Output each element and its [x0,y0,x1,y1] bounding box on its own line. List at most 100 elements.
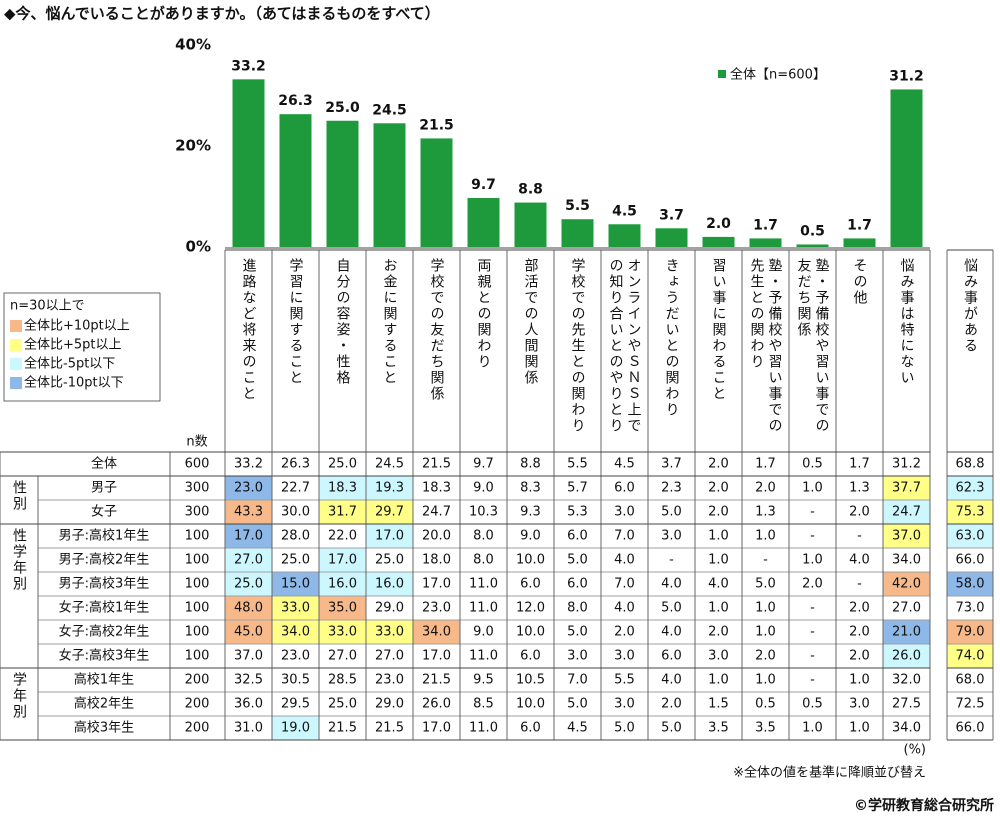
value-label: 1.7 [753,217,778,233]
cell: 1.0 [802,553,823,568]
row-label: 高校3年生 [74,720,134,736]
cell-highlight [947,620,993,644]
cell: 25.0 [375,553,404,568]
value-label: 24.5 [372,102,407,118]
cell-highlight [883,644,930,668]
cell: 26.0 [892,649,921,664]
group-label: 性別 [11,480,27,512]
cell: 43.3 [234,505,263,520]
cell: 29.7 [375,505,404,520]
cell: 1.0 [755,625,776,640]
cell: 74.0 [956,649,985,664]
cell-highlight [225,596,272,620]
cell: 17.0 [422,577,451,592]
cell-highlight [319,572,366,596]
value-label: 21.5 [419,117,454,133]
column-header-cell: 悩み事がある [947,258,993,448]
cell-highlight [883,620,930,644]
cell: 6.0 [567,577,588,592]
cell: 62.3 [956,481,985,496]
cell: 3.0 [614,697,635,712]
cell: 0.5 [802,697,823,712]
cell-highlight [883,572,930,596]
cell: 33.0 [375,625,404,640]
cell: 9.3 [520,505,541,520]
legend-swatch [10,339,22,351]
cell: 27.5 [892,697,921,712]
cell-highlight [319,596,366,620]
cell: 37.0 [234,649,263,664]
cell: 34.0 [892,553,921,568]
cell: 4.0 [614,601,635,616]
cell: 1.3 [849,481,870,496]
cell-highlight [366,500,413,524]
cell: 25.0 [234,577,263,592]
cell: 8.0 [473,529,494,544]
cell: 33.2 [234,457,263,472]
cell: 15.0 [281,577,310,592]
value-label: 8.8 [518,182,543,198]
cell: 21.5 [422,457,451,472]
cell-highlight [883,476,930,500]
cell: 2.0 [708,505,729,520]
cell: 36.0 [234,697,263,712]
bar [843,238,876,247]
y-tick-label: 40% [175,36,211,54]
unit: (%) [904,743,927,758]
cell: - [810,649,815,664]
cell: 16.0 [375,577,404,592]
cell: 9.0 [473,481,494,496]
value-label: 1.7 [847,217,872,233]
cell: 27.0 [234,553,263,568]
cell: 1.0 [802,481,823,496]
cell: 23.0 [234,481,263,496]
cell: 3.0 [614,649,635,664]
cell: 79.0 [956,625,985,640]
cell: 28.0 [281,529,310,544]
cell: 17.0 [234,529,263,544]
cell: 21.0 [892,625,921,640]
cell: 2.0 [849,601,870,616]
cell: 27.0 [328,649,357,664]
bar [796,244,829,247]
cell: 21.5 [375,721,404,736]
column-header-cell: 塾・予備校や習い事での友だち関係 [789,258,836,448]
cell: 4.0 [708,577,729,592]
cell-highlight [947,524,993,548]
legend-swatch [718,70,726,78]
cell: 5.0 [661,721,682,736]
cell: 2.0 [849,649,870,664]
group-label-cell: 学年別 [0,672,38,736]
row-n: 100 [185,649,210,664]
cell-highlight [947,644,993,668]
row-label: 男子:高校3年生 [59,576,150,592]
cell: 1.7 [849,457,870,472]
cell: - [810,625,815,640]
group-label-cell: 性学年別 [0,528,38,664]
cell: 29.0 [375,601,404,616]
bar [279,114,312,247]
cell: - [857,577,862,592]
cell: 35.0 [328,601,357,616]
column-header-cell: 進路など将来のこと [225,258,272,448]
cell: 10.5 [516,673,545,688]
value-label: 4.5 [612,203,637,219]
cell: 1.0 [755,673,776,688]
cell: 8.8 [520,457,541,472]
cell: 1.0 [708,553,729,568]
row-n: 100 [185,625,210,640]
cell: 21.5 [422,673,451,688]
chart-title: ◆今、悩んでいることがありますか。（あてはまるものをすべて） [4,5,440,23]
value-label: 3.7 [659,207,684,223]
cell: 11.0 [469,601,498,616]
cell: 17.0 [375,529,404,544]
note: ※全体の値を基準に降順並び替え [733,765,926,781]
bar [655,228,688,247]
column-header: 学校での先生との関わり [569,258,586,434]
cell: 19.3 [375,481,404,496]
column-header: 学校での友だち関係 [428,258,445,402]
value-label: 0.5 [800,223,825,239]
cell: 1.5 [708,697,729,712]
cell: 32.5 [234,673,263,688]
